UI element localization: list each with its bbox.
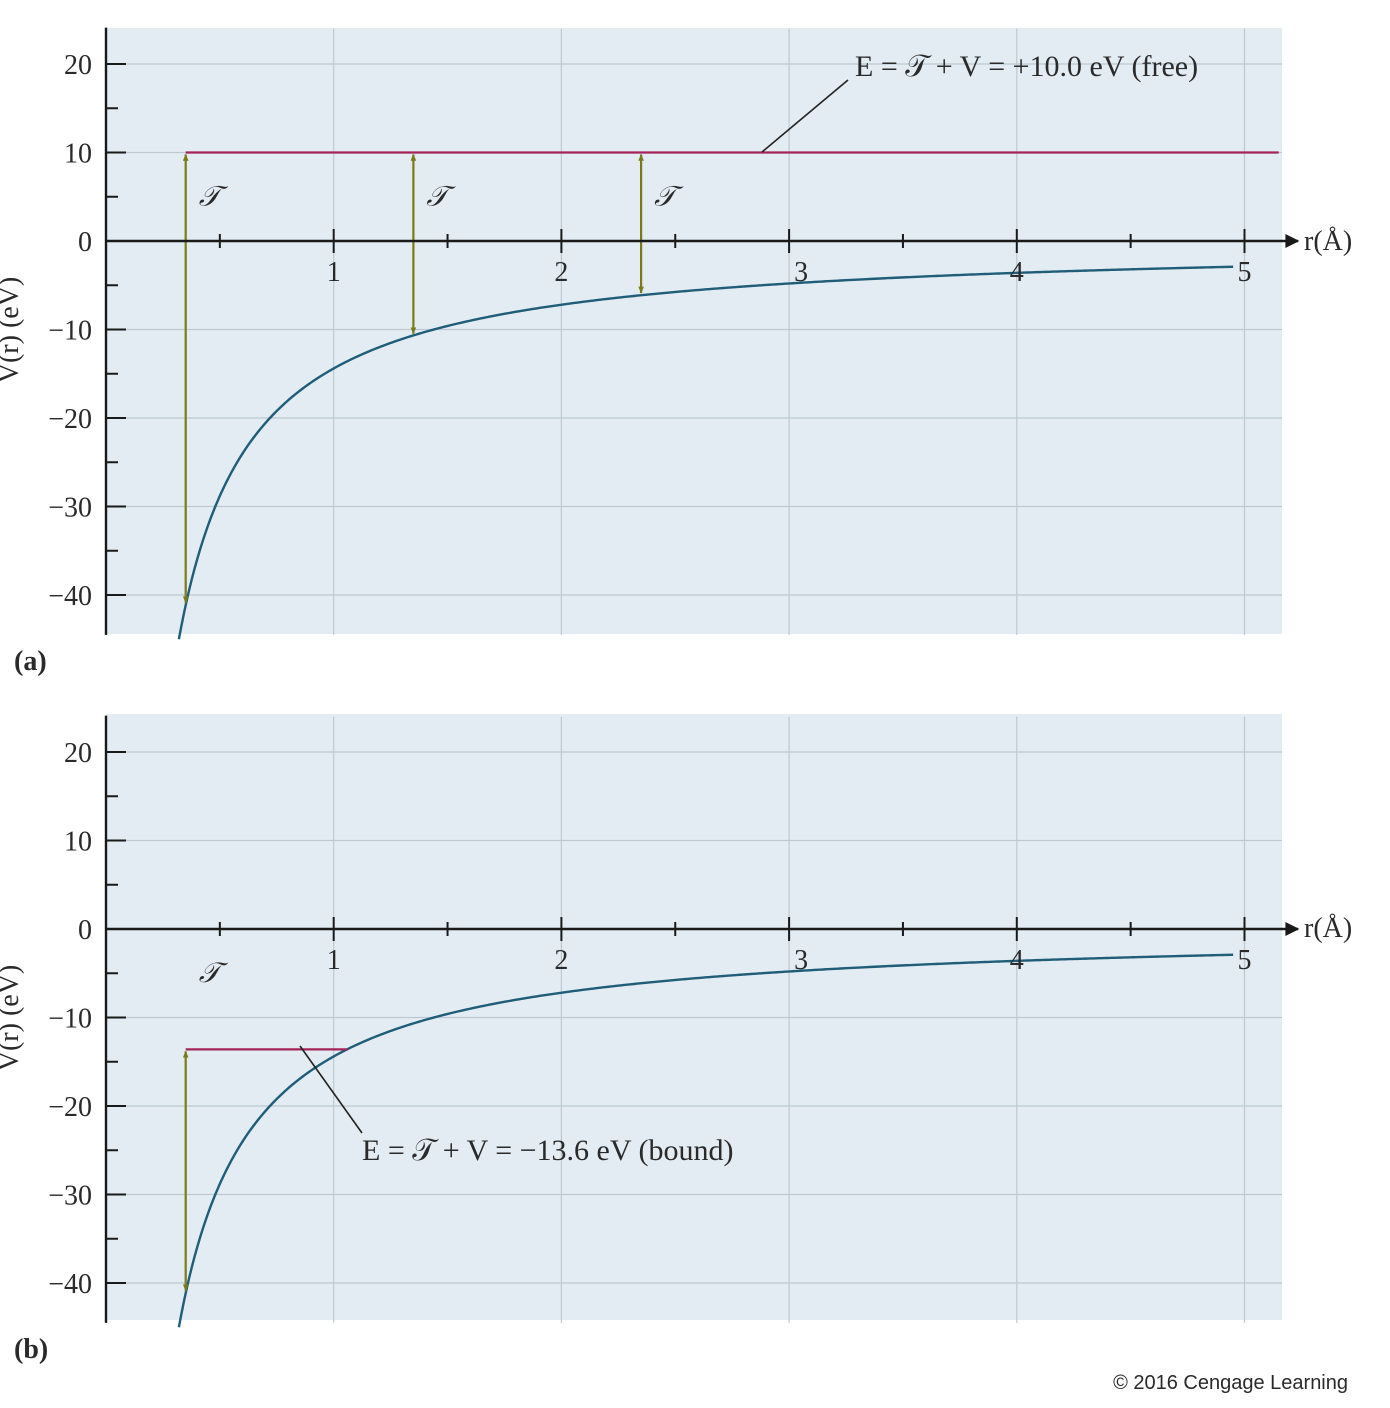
- y-tick-label: 10: [64, 827, 92, 858]
- panel-label: (a): [14, 646, 47, 677]
- y-tick-label: −10: [48, 1004, 92, 1035]
- x-tick-label: 3: [794, 945, 808, 976]
- potential-curve: [177, 265, 1234, 640]
- y-tick-label: −20: [48, 404, 92, 435]
- y-tick-label: −20: [48, 1092, 92, 1123]
- energy-annotation: E = 𝒯 + V = +10.0 eV (free): [855, 50, 1198, 83]
- y-axis-label: V(r) (eV): [0, 965, 25, 1072]
- x-axis-label: r(Å): [1304, 226, 1352, 257]
- x-tick-label: 2: [554, 257, 568, 288]
- x-tick-label: 5: [1238, 945, 1252, 976]
- x-axis-label: r(Å): [1304, 913, 1352, 944]
- potential-curve: [177, 953, 1234, 1328]
- panel-label: (b): [14, 1334, 48, 1365]
- y-tick-label: −30: [48, 1181, 92, 1212]
- y-tick-label: 20: [64, 738, 92, 769]
- plot-area: [106, 28, 1282, 634]
- y-tick-labels: 20 10 0 −10 −20 −30 −40: [48, 738, 92, 1300]
- x-tick-labels: 1 2 3 4 5: [327, 945, 1252, 976]
- x-tick-label: 1: [327, 945, 341, 976]
- y-tick-label: −40: [48, 1269, 92, 1300]
- y-tick-label: 20: [64, 50, 92, 81]
- potential-curve-group: [177, 265, 1234, 640]
- energy-annotation: E = 𝒯 + V = −13.6 eV (bound): [362, 1134, 733, 1167]
- y-tick-label: −40: [48, 581, 92, 612]
- y-tick-label: −30: [48, 493, 92, 524]
- energy-level-group: [185, 1045, 363, 1134]
- potential-curve-group: [177, 953, 1234, 1328]
- energy-annotation-leader: [761, 79, 849, 153]
- y-tick-labels: 20 10 0 −10 −20 −30 −40: [48, 50, 92, 612]
- x-tick-label: 4: [1010, 945, 1024, 976]
- x-tick-label: 3: [794, 257, 808, 288]
- energy-annotation-leader: [299, 1045, 363, 1134]
- x-tick-labels: 1 2 3 4 5: [327, 257, 1252, 288]
- y-axis-label: V(r) (eV): [0, 277, 25, 384]
- y-tick-label: −10: [48, 316, 92, 347]
- x-tick-label: 4: [1010, 257, 1024, 288]
- y-tick-label: 10: [64, 139, 92, 170]
- grid-lines: [106, 716, 1282, 1323]
- y-tick-label: 0: [78, 915, 92, 946]
- y-tick-label: 0: [78, 227, 92, 258]
- axes: [104, 27, 1300, 635]
- axes: [104, 715, 1300, 1323]
- x-tick-label: 5: [1238, 257, 1252, 288]
- x-tick-label: 2: [554, 945, 568, 976]
- x-tick-label: 1: [327, 257, 341, 288]
- copyright-notice: © 2016 Cengage Learning: [1113, 1372, 1348, 1394]
- energy-level-group: [185, 79, 1279, 154]
